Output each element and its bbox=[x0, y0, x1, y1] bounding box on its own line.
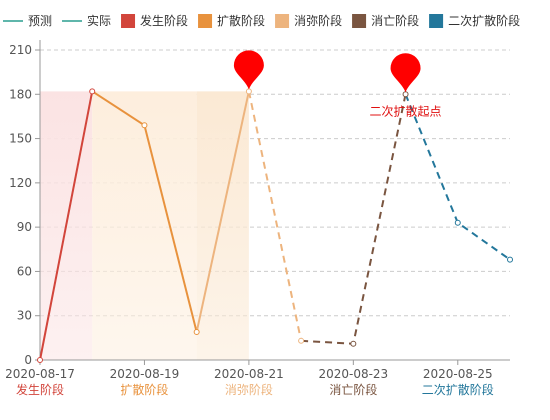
y-tick-label: 90 bbox=[17, 220, 32, 234]
pin-marker-icon bbox=[233, 50, 264, 90]
legend-label: 消弥阶段 bbox=[294, 13, 342, 28]
legend-box-swatch bbox=[121, 14, 136, 28]
x-tick-label: 2020-08-23 bbox=[318, 367, 388, 381]
series-line-actual bbox=[39, 91, 94, 361]
data-point[interactable] bbox=[141, 122, 148, 129]
pin-markers: 二次扩散起点 bbox=[233, 50, 442, 118]
phase-axis-label: 扩散阶段 bbox=[120, 382, 168, 397]
legend-box-swatch bbox=[275, 14, 290, 28]
data-point[interactable] bbox=[454, 219, 461, 226]
series-line-actual bbox=[195, 91, 250, 333]
legend-label: 二次扩散阶段 bbox=[448, 13, 520, 28]
pin-marker[interactable]: 二次扩散起点 bbox=[370, 53, 442, 118]
phase-axis-label: 消弥阶段 bbox=[225, 382, 273, 397]
phase-axis-label: 发生阶段 bbox=[16, 382, 64, 397]
phase-shade-area bbox=[196, 91, 249, 360]
y-tick-label: 150 bbox=[9, 132, 32, 146]
chart-axes: 0 30 60 90 120 150 180 210 2020-08-17 2020-08-19 2… bbox=[5, 40, 510, 397]
legend-label: 消亡阶段 bbox=[371, 13, 419, 28]
legend-box-swatch bbox=[352, 14, 367, 28]
legend-label: 实际 bbox=[87, 13, 111, 28]
y-tick-label: 180 bbox=[9, 87, 32, 101]
legend-label: 发生阶段 bbox=[140, 13, 188, 28]
legend-label: 扩散阶段 bbox=[217, 13, 265, 28]
phase-shade-area bbox=[92, 91, 197, 360]
legend-item-5[interactable]: 消亡阶段 bbox=[352, 13, 419, 28]
phase-shading bbox=[40, 91, 249, 360]
series-line-forecast bbox=[247, 91, 303, 342]
legend-item-4[interactable]: 消弥阶段 bbox=[275, 13, 342, 28]
legend-item-3[interactable]: 扩散阶段 bbox=[198, 13, 265, 28]
series-line-forecast bbox=[404, 93, 511, 261]
series-points bbox=[37, 88, 513, 363]
legend-box-swatch bbox=[198, 14, 213, 28]
phase-axis-label: 二次扩散阶段 bbox=[422, 382, 494, 397]
series-line-forecast bbox=[301, 94, 407, 345]
legend-item-2[interactable]: 发生阶段 bbox=[121, 13, 188, 28]
x-tick-label: 2020-08-17 bbox=[5, 367, 75, 381]
data-point[interactable] bbox=[193, 328, 200, 335]
legend-item-0[interactable]: 预测 bbox=[3, 14, 52, 28]
legend-box-swatch bbox=[429, 14, 444, 28]
y-tick-label: 120 bbox=[9, 176, 32, 190]
data-point[interactable] bbox=[402, 91, 409, 98]
pin-marker-label: 二次扩散起点 bbox=[370, 103, 442, 118]
legend-item-1[interactable]: 实际 bbox=[62, 13, 111, 28]
data-point[interactable] bbox=[245, 88, 252, 95]
y-tick-label: 30 bbox=[17, 309, 32, 323]
y-tick-label: 0 bbox=[24, 353, 32, 367]
legend-label: 预测 bbox=[28, 14, 52, 28]
data-point[interactable] bbox=[37, 357, 43, 363]
chart-legend: 预测 实际 发生阶段 扩散阶段 消弥阶段 消亡阶段 二次扩散阶段 bbox=[3, 13, 520, 28]
legend-item-6[interactable]: 二次扩散阶段 bbox=[429, 13, 520, 28]
data-point[interactable] bbox=[350, 340, 357, 347]
x-tick-label: 2020-08-25 bbox=[423, 367, 493, 381]
data-point[interactable] bbox=[507, 256, 513, 263]
phase-axis-label: 消亡阶段 bbox=[329, 382, 377, 397]
data-point[interactable] bbox=[89, 88, 96, 95]
y-tick-label: 60 bbox=[17, 264, 32, 278]
data-point[interactable] bbox=[298, 337, 305, 344]
pin-marker-icon bbox=[390, 53, 421, 93]
x-tick-label: 2020-08-19 bbox=[110, 367, 180, 381]
y-tick-label: 210 bbox=[9, 43, 32, 57]
x-tick-label: 2020-08-21 bbox=[214, 367, 284, 381]
pin-marker[interactable] bbox=[233, 50, 264, 90]
